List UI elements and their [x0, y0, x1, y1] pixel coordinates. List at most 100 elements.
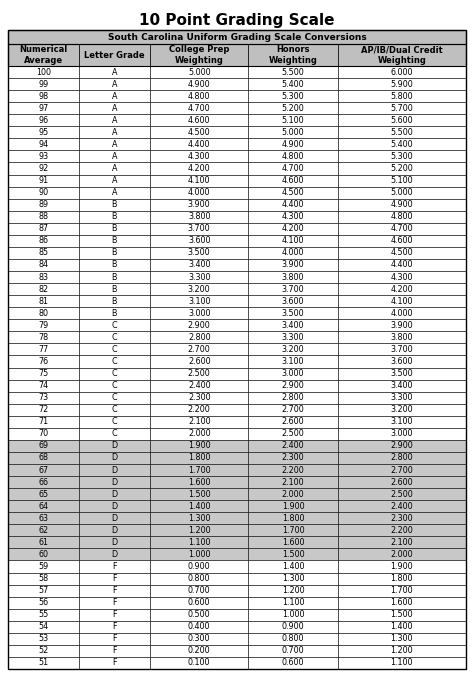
Bar	[150, 247, 248, 259]
Bar	[338, 440, 466, 452]
Bar	[79, 78, 150, 90]
Bar	[150, 452, 248, 464]
Bar	[248, 464, 338, 476]
Bar	[8, 138, 79, 150]
Text: 4.900: 4.900	[282, 140, 304, 149]
Bar	[8, 271, 79, 283]
Text: 5.400: 5.400	[391, 140, 413, 149]
Bar	[248, 416, 338, 428]
Text: 1.800: 1.800	[282, 514, 304, 523]
Text: 2.600: 2.600	[391, 477, 413, 487]
Bar	[248, 476, 338, 488]
Text: 52: 52	[38, 647, 49, 655]
Text: 2.900: 2.900	[188, 321, 210, 330]
Text: 5.200: 5.200	[391, 164, 413, 173]
Bar	[150, 66, 248, 78]
Text: 2.300: 2.300	[391, 514, 413, 523]
Text: 5.500: 5.500	[391, 128, 413, 137]
Bar	[79, 633, 150, 645]
Bar	[338, 500, 466, 512]
Text: 5.800: 5.800	[391, 91, 413, 101]
Text: 1.000: 1.000	[282, 610, 304, 619]
Text: 54: 54	[38, 622, 48, 631]
Bar	[79, 138, 150, 150]
Text: 2.100: 2.100	[391, 538, 413, 547]
Bar	[338, 573, 466, 584]
Bar	[8, 584, 79, 596]
Text: 5.300: 5.300	[391, 152, 413, 161]
Bar	[79, 536, 150, 548]
Text: D: D	[111, 550, 118, 559]
Bar	[248, 114, 338, 127]
Bar	[79, 102, 150, 114]
Bar	[338, 416, 466, 428]
Bar	[150, 428, 248, 440]
Bar	[150, 380, 248, 391]
Bar	[150, 331, 248, 343]
Text: 3.500: 3.500	[282, 309, 304, 318]
Bar	[150, 476, 248, 488]
Text: 6.000: 6.000	[391, 68, 413, 77]
Text: 1.200: 1.200	[391, 647, 413, 655]
Text: 85: 85	[38, 248, 48, 257]
Bar	[8, 476, 79, 488]
Bar	[8, 500, 79, 512]
Text: 98: 98	[38, 91, 48, 101]
Bar	[248, 368, 338, 380]
Bar	[248, 561, 338, 573]
Text: D: D	[111, 538, 118, 547]
Bar	[248, 271, 338, 283]
Text: 83: 83	[38, 273, 48, 282]
Bar	[248, 573, 338, 584]
Bar	[248, 584, 338, 596]
Text: 4.300: 4.300	[282, 213, 304, 221]
Text: 3.800: 3.800	[391, 333, 413, 342]
Bar	[338, 512, 466, 524]
Text: 2.700: 2.700	[391, 466, 413, 475]
Bar	[79, 621, 150, 633]
Text: 2.000: 2.000	[188, 429, 210, 438]
Bar	[150, 403, 248, 416]
Text: 64: 64	[38, 502, 48, 510]
Text: 69: 69	[38, 441, 48, 450]
Text: 2.300: 2.300	[188, 393, 210, 402]
Text: 4.600: 4.600	[282, 176, 304, 185]
Bar	[248, 391, 338, 403]
Bar	[150, 295, 248, 307]
Bar	[8, 380, 79, 391]
Text: 3.900: 3.900	[282, 261, 304, 269]
Text: 1.700: 1.700	[391, 586, 413, 595]
Bar	[8, 548, 79, 561]
Text: 95: 95	[38, 128, 49, 137]
Bar	[150, 320, 248, 331]
Text: 2.700: 2.700	[282, 406, 304, 414]
Bar	[248, 512, 338, 524]
Text: Honors
Weighting: Honors Weighting	[269, 45, 318, 65]
Text: 4.300: 4.300	[391, 273, 413, 282]
Bar	[150, 175, 248, 187]
Text: 3.800: 3.800	[282, 273, 304, 282]
Text: South Carolina Uniform Grading Scale Conversions: South Carolina Uniform Grading Scale Con…	[108, 32, 366, 41]
Text: 3.200: 3.200	[391, 406, 413, 414]
Bar	[8, 259, 79, 271]
Text: F: F	[112, 622, 117, 631]
Bar	[338, 331, 466, 343]
Bar	[338, 536, 466, 548]
Bar	[150, 596, 248, 609]
Bar	[248, 621, 338, 633]
Text: 4.500: 4.500	[391, 248, 413, 257]
Text: 4.800: 4.800	[188, 91, 210, 101]
Bar	[150, 416, 248, 428]
Bar	[79, 223, 150, 235]
Text: 5.700: 5.700	[391, 104, 413, 112]
Bar	[248, 343, 338, 355]
Bar	[8, 403, 79, 416]
Text: 2.200: 2.200	[188, 406, 210, 414]
Bar	[79, 355, 150, 368]
Text: A: A	[112, 188, 117, 197]
Text: 1.700: 1.700	[282, 526, 304, 535]
Bar	[79, 320, 150, 331]
Text: 3.500: 3.500	[188, 248, 210, 257]
Bar	[338, 633, 466, 645]
Bar	[248, 320, 338, 331]
